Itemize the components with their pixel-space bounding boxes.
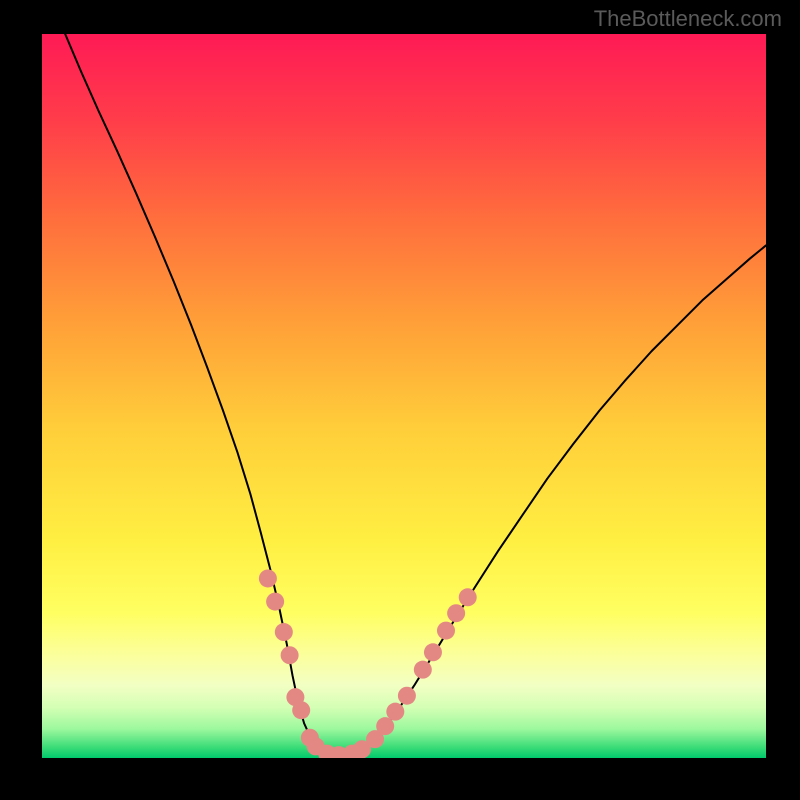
marker-dot: [281, 646, 299, 664]
marker-dot: [447, 604, 465, 622]
marker-dot: [292, 701, 310, 719]
marker-dot: [266, 593, 284, 611]
marker-dot: [414, 661, 432, 679]
plot-area: [42, 34, 766, 758]
bottleneck-curve-chart: [42, 34, 766, 758]
chart-container: TheBottleneck.com: [0, 0, 800, 800]
marker-dot: [424, 643, 442, 661]
marker-dot: [275, 623, 293, 641]
marker-dot: [459, 588, 477, 606]
marker-dot: [259, 569, 277, 587]
gradient-background: [42, 34, 766, 758]
watermark-text: TheBottleneck.com: [594, 6, 782, 32]
marker-dot: [376, 717, 394, 735]
marker-dot: [386, 703, 404, 721]
marker-dot: [398, 687, 416, 705]
marker-dot: [437, 622, 455, 640]
